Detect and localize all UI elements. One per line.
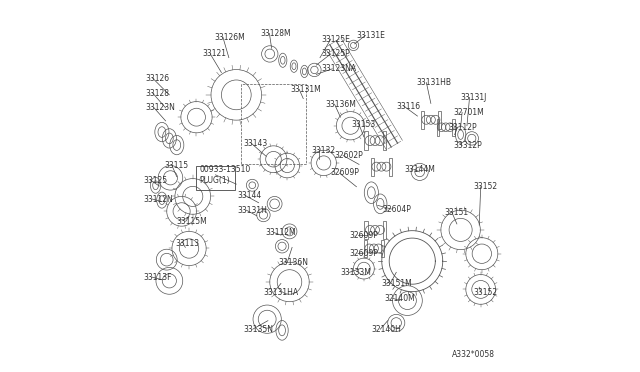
Text: 33123N: 33123N [145,103,175,112]
Bar [364,131,367,150]
Text: 33131HA: 33131HA [264,288,299,296]
Text: 32609P: 32609P [349,231,378,240]
Text: 33151: 33151 [445,208,468,217]
Text: 33135N: 33135N [244,325,274,334]
Text: 32602P: 32602P [334,151,363,160]
Text: 33115M: 33115M [177,217,207,226]
Bar [364,221,367,239]
Text: 33131J: 33131J [461,93,487,102]
Bar [383,221,386,239]
Text: 33143: 33143 [244,139,268,148]
Text: 33125E: 33125E [322,35,351,44]
Text: 33126: 33126 [145,74,170,83]
Text: 33131M: 33131M [291,85,321,94]
Bar [437,119,440,136]
Text: 33112P: 33112P [449,123,477,132]
Bar [364,240,367,257]
Text: 33136N: 33136N [278,258,308,267]
Text: 33151M: 33151M [381,279,412,288]
Text: 32701M: 32701M [453,108,484,117]
Bar [371,158,374,176]
Text: 33125: 33125 [143,176,168,185]
Text: 33144: 33144 [237,191,262,200]
Text: 32140M: 32140M [384,294,415,303]
Text: 33116: 33116 [396,102,420,110]
Text: 33128M: 33128M [260,29,291,38]
Text: 33132: 33132 [312,146,336,155]
Text: 33112N: 33112N [143,195,173,203]
Text: 33126M: 33126M [214,33,244,42]
Text: 33312P: 33312P [453,141,482,150]
Text: 33115: 33115 [164,161,189,170]
Bar [241,84,306,164]
Text: 33131E: 33131E [356,31,385,40]
Text: 33153: 33153 [351,120,376,129]
Text: 32609P: 32609P [330,169,359,177]
Bar [389,158,392,176]
Text: A332*0058: A332*0058 [452,350,495,359]
Bar [421,111,424,129]
Text: 33125P: 33125P [322,49,351,58]
Text: 33113: 33113 [175,239,200,248]
Text: 00933-13510
PLUG(1): 00933-13510 PLUG(1) [199,165,250,185]
Text: 33152: 33152 [473,182,497,191]
Text: 32140H: 32140H [371,325,401,334]
Text: 33152: 33152 [473,288,497,296]
Text: 33121: 33121 [203,49,227,58]
Bar [452,119,454,136]
Text: 33113F: 33113F [143,273,172,282]
Text: 32609P: 32609P [349,249,378,258]
Text: 32604P: 32604P [383,205,412,214]
Text: 33136M: 33136M [326,100,356,109]
Text: 33131HB: 33131HB [416,78,451,87]
Text: 33144M: 33144M [405,165,436,174]
Text: 33128: 33128 [145,89,169,97]
Text: 33123NA: 33123NA [322,64,357,73]
Bar [438,111,441,129]
Bar [381,240,384,257]
Text: 33112M: 33112M [265,228,296,237]
Bar [383,131,386,150]
Text: 33133M: 33133M [340,268,371,277]
Text: 33131H: 33131H [237,206,268,215]
